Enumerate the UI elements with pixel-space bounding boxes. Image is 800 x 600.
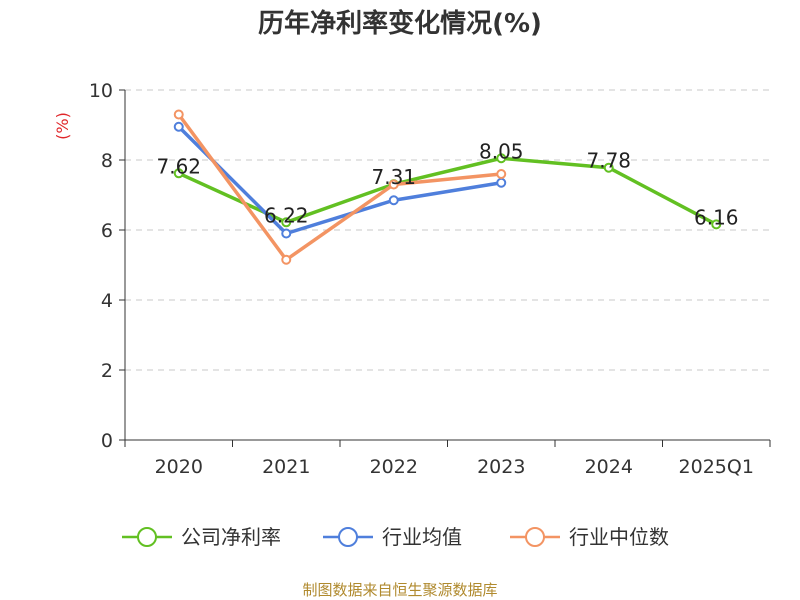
y-tick-label: 2 (101, 360, 113, 382)
source-note: 制图数据来自恒生聚源数据库 (302, 581, 497, 599)
y-tick-label: 4 (101, 290, 113, 312)
data-label: 7.78 (586, 149, 631, 173)
data-point[interactable] (496, 169, 507, 179)
legend-label: 公司净利率 (181, 525, 281, 549)
legend: 公司净利率 行业均值 行业中位数 (122, 525, 669, 549)
series-layer (173, 109, 722, 265)
x-tick-label: 2020 (155, 456, 203, 478)
legend-swatch-marker (137, 527, 157, 547)
data-point[interactable] (281, 217, 292, 228)
legend-item-3[interactable]: 行业中位数 (510, 525, 669, 549)
data-point[interactable] (388, 179, 399, 190)
grid-lines (125, 89, 770, 371)
data-point[interactable] (173, 121, 184, 132)
series-3 (173, 109, 507, 265)
y-tick-label: 10 (89, 80, 113, 102)
data-point[interactable] (496, 153, 507, 164)
y-tick-label: 6 (101, 220, 113, 242)
y-tick-label: 8 (101, 150, 113, 172)
data-label: 8.05 (479, 139, 524, 163)
y-axis-label: (%) (53, 112, 72, 140)
data-point[interactable] (173, 109, 184, 120)
legend-label: 行业均值 (382, 525, 462, 549)
data-point[interactable] (281, 254, 292, 265)
data-labels: 7.62 6.22 7.31 8.05 7.78 6.16 (156, 139, 738, 229)
data-label: 7.31 (371, 165, 416, 189)
series-line (177, 112, 503, 262)
legend-label: 行业中位数 (569, 525, 669, 549)
legend-swatch-marker (338, 527, 358, 547)
x-tick-label: 2025Q1 (679, 456, 754, 478)
y-tick-label: 0 (101, 430, 113, 452)
data-point[interactable] (388, 195, 399, 206)
data-point[interactable] (173, 168, 184, 179)
legend-item-1[interactable]: 公司净利率 (122, 525, 281, 549)
x-tick-label: 2024 (585, 456, 633, 478)
chart-title: 历年净利率变化情况(%) (258, 8, 542, 39)
series-line (177, 125, 503, 236)
x-tick-label: 2023 (477, 456, 525, 478)
data-label: 7.62 (156, 154, 201, 178)
x-tick-label: 2021 (262, 456, 310, 478)
data-point[interactable] (711, 219, 722, 230)
data-point[interactable] (603, 162, 614, 173)
legend-swatch-marker (525, 527, 545, 547)
data-label: 6.22 (264, 203, 309, 227)
legend-item-2[interactable]: 行业均值 (323, 525, 462, 549)
data-point[interactable] (281, 228, 292, 239)
data-point[interactable] (496, 177, 507, 188)
axes: 0 2 4 6 8 10 2020 2021 2022 2023 2024 2025Q1 (89, 80, 771, 478)
x-tick-label: 2022 (370, 456, 418, 478)
data-label: 6.16 (694, 205, 739, 229)
